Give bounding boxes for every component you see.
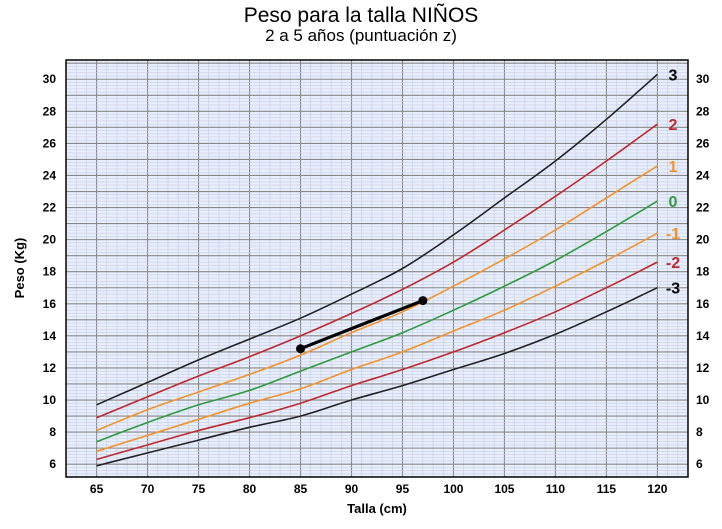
z-curve-3 [96,73,658,406]
z-label-2: 2 [669,117,678,134]
y-tick-label-left: 10 [43,393,57,407]
z-curve-0 [96,200,658,443]
y-tick-label-right: 24 [696,168,710,182]
x-tick-label: 85 [294,482,308,496]
y-tick-label-right: 6 [696,457,703,471]
y-tick-label-left: 30 [43,72,57,86]
chart-title: Peso para la talla NIÑOS [243,4,479,27]
y-tick-label-left: 28 [43,104,57,118]
y-tick-label-right: 28 [696,104,710,118]
z-curve--3 [96,286,658,467]
y-tick-label-left: 24 [43,168,57,182]
z-score-curves [96,73,658,467]
z-label--3: -3 [666,281,680,298]
y-tick-label-right: 18 [696,265,710,279]
y-tick-label-right: 16 [696,297,710,311]
y-tick-label-right: 26 [696,136,710,150]
z-curve-1 [96,165,658,432]
z-curve--1 [96,232,658,453]
x-tick-label: 110 [546,482,566,496]
y-tick-label-right: 22 [696,201,710,215]
y-tick-label-right: 20 [696,233,710,247]
z-label--1: -1 [666,226,680,243]
y-tick-label-left: 16 [43,297,57,311]
plot-frame [65,59,689,478]
y-tick-label-right: 12 [696,361,710,375]
z-label--2: -2 [666,255,680,272]
z-label-0: 0 [669,194,678,211]
patient-point [296,344,306,354]
z-score-labels: 3 2 1 0 -1 -2 -3 [666,67,680,297]
y-tick-label-right: 8 [696,425,703,439]
x-tick-label: 115 [597,482,617,496]
x-tick-label: 120 [647,482,667,496]
y-tick-label-left: 22 [43,201,57,215]
x-tick-label: 95 [396,482,410,496]
y-tick-label-right: 30 [696,72,710,86]
grid [65,59,689,478]
z-curve--2 [96,261,658,461]
y-tick-label-right: 10 [696,393,710,407]
patient-point [418,296,428,306]
z-curve-2 [96,123,658,419]
x-tick-label: 100 [443,482,463,496]
y-tick-label-left: 14 [43,329,57,343]
x-tick-label: 65 [90,482,104,496]
y-tick-label-left: 12 [43,361,57,375]
x-tick-label: 90 [345,482,359,496]
x-tick-label: 70 [141,482,155,496]
patient-trajectory [296,296,428,354]
x-tick-label: 105 [494,482,514,496]
chart-subtitle: 2 a 5 años (puntuación z) [265,26,457,45]
z-label-1: 1 [669,159,678,176]
z-label-3: 3 [669,67,678,84]
x-tick-label: 80 [243,482,257,496]
x-axis-label: Talla (cm) [347,501,407,516]
y-tick-label-left: 20 [43,233,57,247]
x-tick-label: 75 [192,482,206,496]
y-tick-label-left: 8 [49,425,56,439]
y-tick-label-right: 14 [696,329,710,343]
y-tick-label-left: 26 [43,136,57,150]
y-axis-label: Peso (Kg) [12,238,27,299]
y-tick-label-left: 6 [49,457,56,471]
patient-line [299,299,424,351]
y-tick-label-left: 18 [43,265,57,279]
